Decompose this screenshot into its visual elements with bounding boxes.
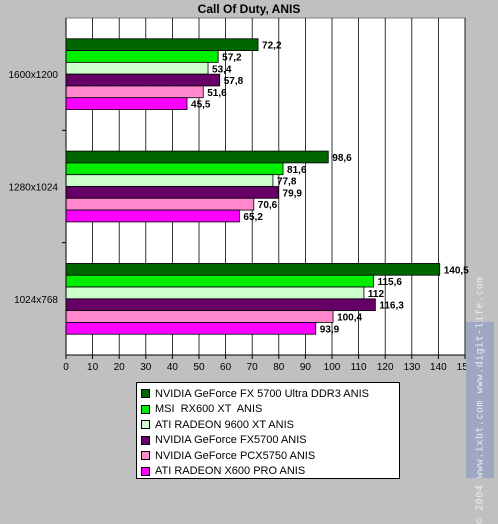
x-tick-label: 70	[247, 362, 259, 373]
legend-item: NVIDIA GeForce FX5700 ANIS	[141, 433, 399, 449]
bar-value-label: 98,6	[332, 153, 352, 164]
x-tick-label: 50	[193, 362, 205, 373]
chart-title: Call Of Duty, ANIS	[197, 2, 301, 16]
bar	[65, 162, 284, 176]
category-labels-group: 1600x1200 1280x1024 1024x768	[9, 70, 59, 306]
x-tick-label: 40	[167, 362, 179, 373]
bar-value-label: 57,8	[224, 76, 244, 87]
x-tick-label: 150	[457, 362, 474, 373]
category-label: 1600x1200	[9, 70, 59, 81]
bar-value-label: 140,5	[444, 265, 469, 276]
bar-value-label: 79,9	[283, 188, 303, 199]
value-labels-group: 72,2 57,253,457,851,645,5 98,6 81,677,879,9…	[191, 41, 469, 336]
bar	[65, 197, 255, 211]
bar	[65, 73, 221, 87]
x-tick-label: 30	[140, 362, 152, 373]
bars-group	[65, 38, 441, 335]
bar-value-label: 45,5	[191, 100, 211, 111]
x-tick-label: 90	[300, 362, 312, 373]
bar-value-label: 72,2	[262, 41, 282, 52]
legend-item: MSI RX600 XT ANIS	[141, 402, 399, 418]
legend-label: ATI RADEON X600 PRO ANIS	[155, 465, 306, 478]
bar-value-label: 81,6	[287, 165, 307, 176]
bar	[65, 322, 317, 335]
category-label: 1280x1024	[9, 183, 59, 194]
legend-item: NVIDIA GeForce FX 5700 Ultra DDR3 ANIS	[141, 386, 399, 402]
bar	[65, 186, 279, 199]
bar	[65, 274, 374, 288]
legend-label: NVIDIA GeForce FX5700 ANIS	[155, 434, 307, 447]
x-tick-label: 140	[430, 362, 447, 373]
x-tick-label: 0	[63, 362, 69, 373]
x-tick-label: 100	[324, 362, 341, 373]
bar-value-label: 57,2	[222, 52, 242, 63]
x-tick-label: 120	[377, 362, 394, 373]
bar-value-label: 51,6	[207, 88, 227, 99]
legend: NVIDIA GeForce FX 5700 Ultra DDR3 ANIS MS…	[136, 382, 400, 479]
legend-swatch	[141, 451, 150, 461]
legend-swatch	[141, 404, 150, 414]
bar	[65, 150, 329, 164]
bar	[65, 310, 334, 323]
bar	[65, 50, 219, 63]
bar	[65, 286, 365, 300]
legend-label: NVIDIA GeForce FX 5700 Ultra DDR3 ANIS	[155, 387, 369, 400]
bar-chart: 72,2 57,253,457,851,645,5 98,6 81,677,879,9…	[9, 17, 474, 373]
x-tick-label: 110	[351, 362, 367, 373]
bar	[65, 298, 376, 312]
bar-value-label: 93,9	[320, 324, 340, 335]
bar	[65, 263, 441, 276]
x-tick-label: 60	[220, 362, 232, 373]
bar-value-label: 77,8	[277, 177, 297, 188]
bar	[65, 61, 209, 75]
x-axis: 0 10 20 30 40 50 60 70 80 90 100 110 120 130 140 150	[62, 18, 474, 373]
x-tick-label: 130	[403, 362, 420, 373]
bar-value-label: 100,4	[337, 313, 362, 324]
x-tick-label: 10	[87, 362, 99, 373]
bar-value-label: 116,3	[379, 301, 404, 312]
category-label: 1024x768	[14, 295, 58, 306]
legend-swatch	[141, 435, 150, 445]
bar-value-label: 112	[368, 289, 385, 300]
bar-value-label: 65,2	[243, 212, 263, 223]
watermark-text: © 2004 www.ixbt.com www.digit-life.com	[474, 276, 486, 524]
legend-label: ATI RADEON 9600 XT ANIS	[155, 418, 294, 431]
bar	[65, 97, 188, 110]
bar	[65, 174, 274, 187]
legend-item: ATI RADEON 9600 XT ANIS	[141, 417, 399, 433]
x-tick-label: 20	[114, 362, 126, 373]
bar	[65, 209, 240, 223]
legend-label: NVIDIA GeForce PCX5750 ANIS	[155, 449, 316, 462]
bar	[65, 85, 204, 99]
x-tick-label: 80	[273, 362, 285, 373]
legend-item: ATI RADEON X600 PRO ANIS	[141, 464, 399, 480]
bar	[65, 38, 259, 51]
legend-swatch	[141, 389, 150, 399]
bar-value-label: 53,4	[212, 64, 232, 75]
watermark: © 2004 www.ixbt.com www.digit-life.com	[466, 276, 494, 524]
legend-label: MSI RX600 XT ANIS	[155, 403, 263, 416]
bar-value-label: 70,6	[258, 200, 278, 211]
legend-item: NVIDIA GeForce PCX5750 ANIS	[141, 448, 399, 464]
legend-swatch	[141, 420, 150, 430]
legend-swatch	[141, 466, 150, 476]
bar-value-label: 115,6	[377, 277, 402, 288]
